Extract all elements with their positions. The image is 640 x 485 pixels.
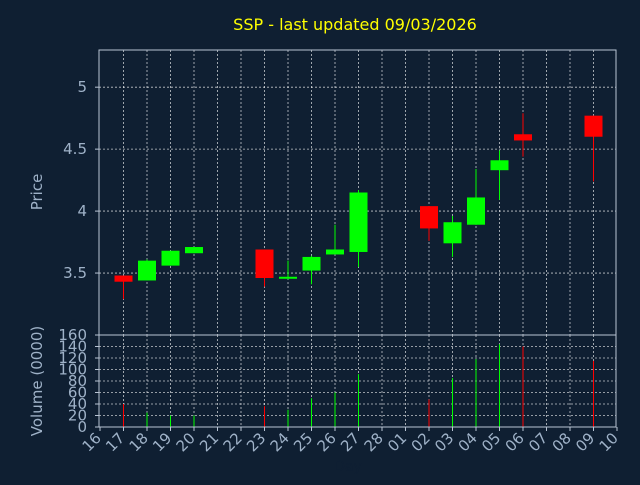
price-tick-label: 3.5 [63,264,87,282]
x-tick-label: 06 [502,429,528,455]
x-axis: 1617181920212223242526272801020304050607… [79,427,622,455]
x-tick-label: 22 [220,429,246,455]
candle-body [467,197,485,225]
candle-body [490,160,509,171]
x-tick-label: 20 [173,429,199,455]
price-tick-label: 5 [77,78,87,96]
price-y-axis: 3.5 4 4.5 5 [63,78,99,282]
x-tick-label: 24 [267,429,293,455]
candle-body [255,249,274,278]
candle-body [185,247,203,254]
x-tick-label: 07 [525,429,551,455]
candle-body [349,192,368,252]
candle-body [138,260,156,281]
x-tick-label: 02 [408,429,434,455]
volume-tick-label: 120 [58,349,87,367]
price-candles [114,113,603,300]
x-tick-label: 10 [596,429,622,455]
x-tick-label: 01 [384,429,410,455]
volume-tick-label: 20 [68,407,87,425]
candle-body [161,250,180,266]
volume-tick-label: 80 [68,372,87,390]
volume-axis-label: Volume (0000) [28,326,46,436]
x-tick-label: 19 [149,429,175,455]
x-tick-label: 25 [290,429,316,455]
x-tick-label: 18 [126,429,152,455]
x-tick-label: 27 [337,429,363,455]
chart-title: SSP - last updated 09/03/2026 [233,15,477,34]
volume-tick-label: 140 [58,338,87,356]
volume-tick-label: 0 [77,418,87,436]
x-tick-label: 09 [572,429,598,455]
candle-body [420,206,438,229]
price-tick-label: 4.5 [63,140,87,158]
candle-body [514,134,532,141]
candle-body [114,275,133,282]
price-axis-label: Price [28,174,46,211]
x-tick-label: 17 [102,429,128,455]
candle-body [584,115,603,137]
x-tick-label: 21 [196,429,222,455]
x-tick-label: 03 [431,429,457,455]
candle-body [279,276,297,279]
x-tick-label: 26 [314,429,340,455]
volume-tick-label: 40 [68,395,87,413]
volume-tick-label: 100 [58,361,87,379]
x-tick-label: 04 [455,429,481,455]
x-tick-label: 05 [478,429,504,455]
volume-bars [123,344,594,427]
volume-tick-label: 160 [58,326,87,344]
price-grid [99,50,616,335]
x-tick-label: 08 [549,429,575,455]
candle-body [443,222,462,244]
volume-tick-label: 60 [68,384,87,402]
candle-body [326,249,344,255]
volume-grid [99,334,616,428]
price-tick-label: 4 [77,202,87,220]
candle-body [302,256,321,271]
x-tick-label: 28 [361,429,387,455]
x-axis-label: Day [334,459,362,475]
x-tick-label: 23 [243,429,269,455]
